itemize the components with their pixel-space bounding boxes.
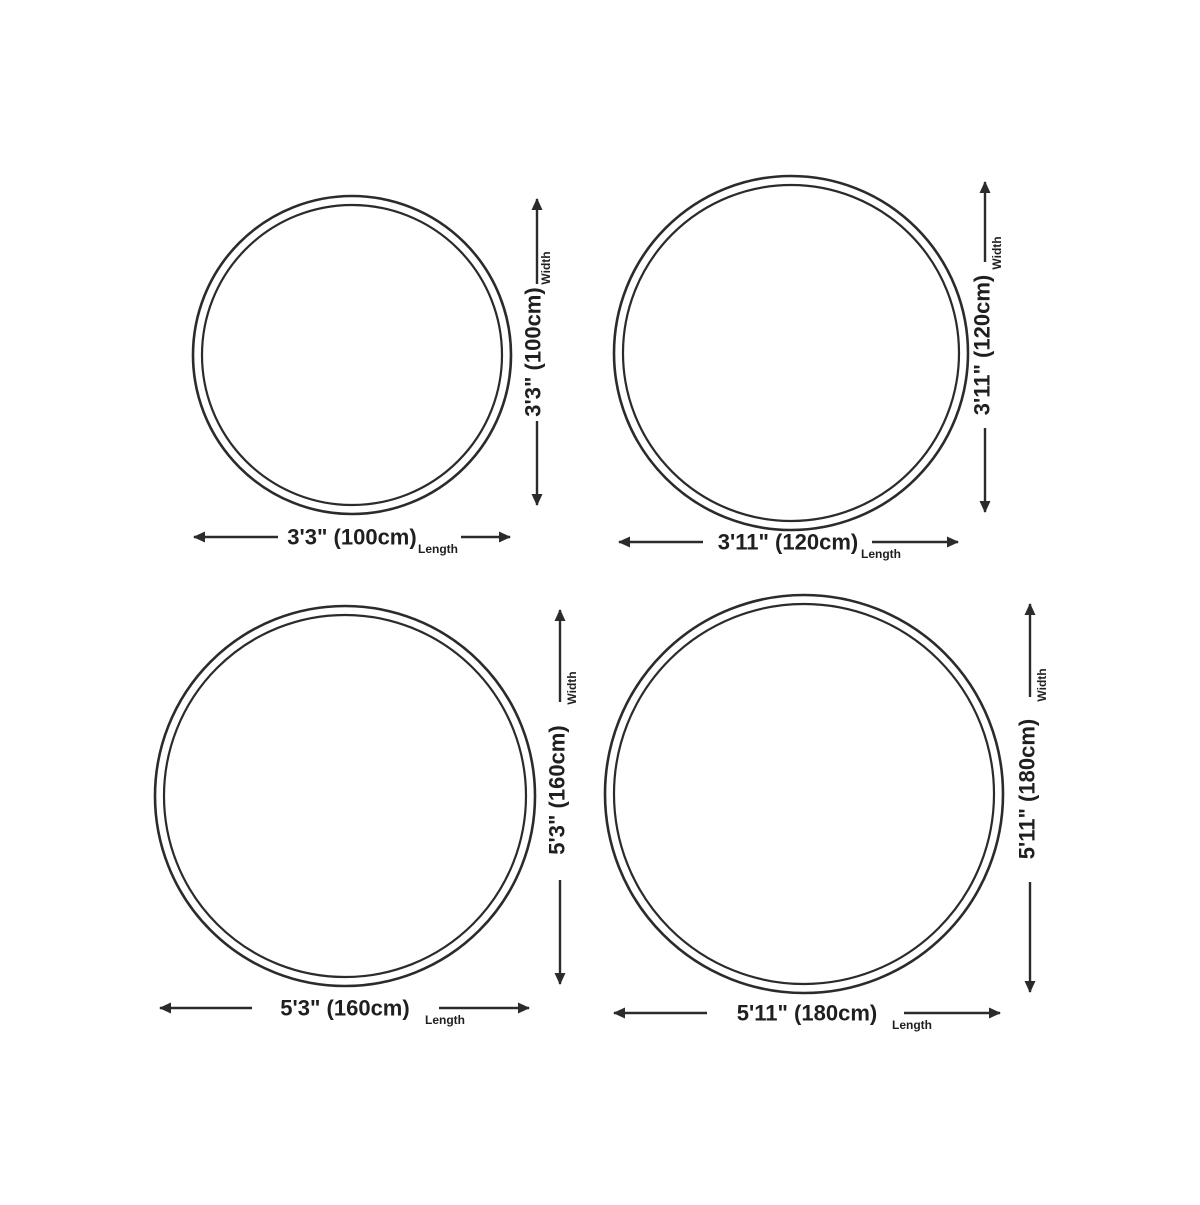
rug-size-group-100cm: 3'3" (100cm) Width 3'3" (100cm) Length — [191, 194, 553, 556]
length-caption-120cm: Length — [861, 547, 901, 561]
length-caption-160cm: Length — [425, 1013, 465, 1027]
rug-circle-inner-100cm — [200, 203, 504, 507]
rug-circle-inner-160cm — [162, 613, 528, 979]
rug-size-group-120cm: 3'11" (120cm) Width 3'11" (120cm) Length — [612, 174, 1004, 561]
length-dimension-label-120cm: 3'11" (120cm) — [718, 530, 858, 555]
rug-circle-outer-160cm — [153, 604, 537, 988]
width-caption-120cm: Width — [990, 236, 1004, 269]
width-caption-160cm: Width — [565, 671, 579, 704]
length-dimension-label-160cm: 5'3" (160cm) — [280, 996, 409, 1021]
length-dimension-label-100cm: 3'3" (100cm) — [287, 525, 416, 550]
width-caption-180cm: Width — [1035, 668, 1049, 701]
rug-circle-outer-180cm — [603, 593, 1005, 995]
width-dimension-label-100cm: 3'3" (100cm) — [521, 287, 546, 416]
width-dimension-label-160cm: 5'3" (160cm) — [545, 725, 570, 854]
length-dimension-label-180cm: 5'11" (180cm) — [737, 1001, 877, 1026]
width-dimension-label-120cm: 3'11" (120cm) — [970, 275, 995, 415]
rug-size-group-160cm: 5'3" (160cm) Width 5'3" (160cm) Length — [153, 604, 579, 1027]
rug-circle-outer-120cm — [612, 174, 970, 532]
length-caption-180cm: Length — [892, 1018, 932, 1032]
rug-circle-inner-180cm — [612, 602, 996, 986]
width-dimension-label-180cm: 5'11" (180cm) — [1015, 719, 1040, 859]
width-caption-100cm: Width — [539, 251, 553, 284]
length-caption-100cm: Length — [418, 542, 458, 556]
rug-circle-outer-100cm — [191, 194, 513, 516]
rug-circle-inner-120cm — [621, 183, 961, 523]
rug-size-group-180cm: 5'11" (180cm) Width 5'11" (180cm) Length — [603, 593, 1049, 1032]
